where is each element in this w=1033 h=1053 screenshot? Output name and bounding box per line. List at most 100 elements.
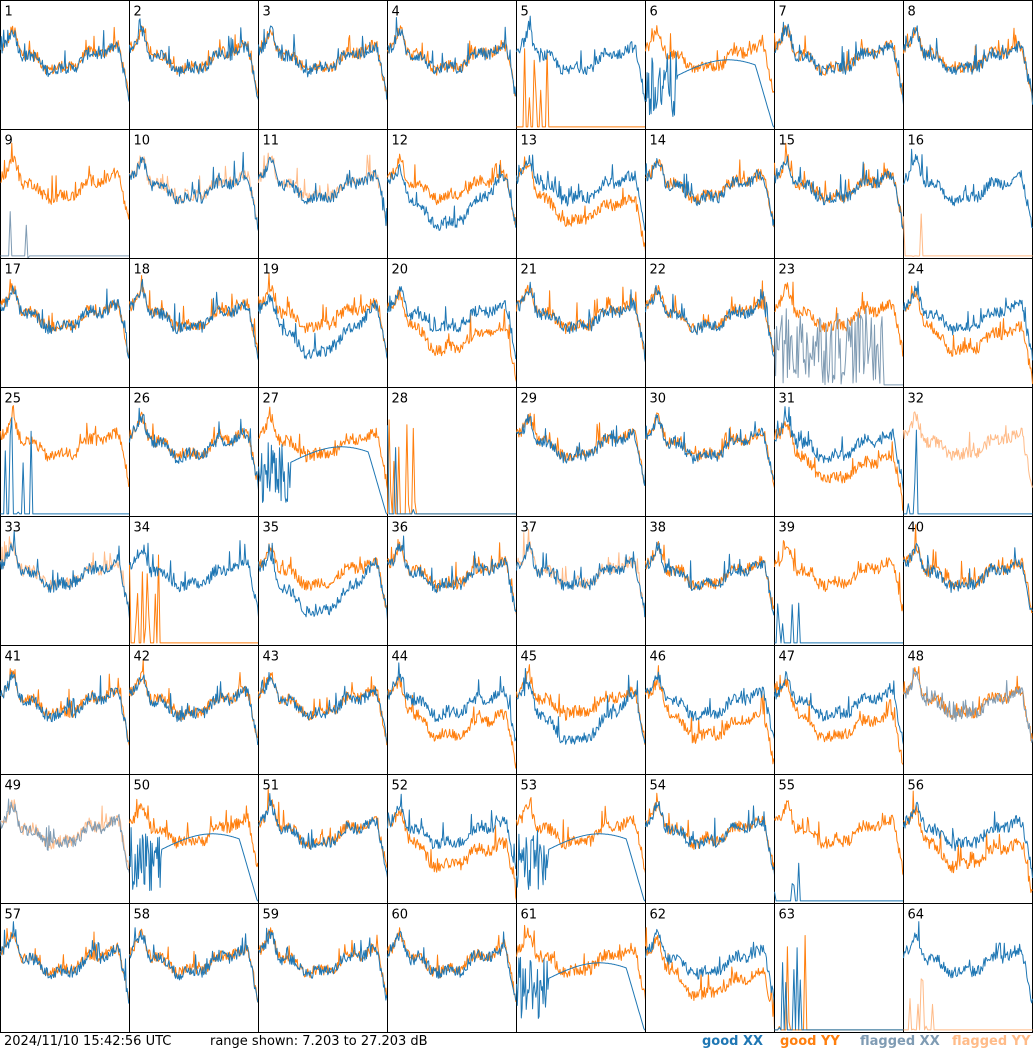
panel-46: 46 <box>645 645 775 775</box>
panel-number: 15 <box>779 134 796 149</box>
range-label: range shown: 7.203 to 27.203 dB <box>210 1034 428 1049</box>
panel-35: 35 <box>258 516 388 646</box>
series-xx-36 <box>387 535 517 612</box>
panel-number: 40 <box>908 521 925 536</box>
series-xx-64 <box>903 921 1033 1004</box>
panel-number: 1 <box>5 5 13 20</box>
panel-frame <box>129 903 259 1033</box>
panel-number: 3 <box>263 5 271 20</box>
series-xx-57 <box>0 921 130 1004</box>
panel-frame <box>387 774 517 904</box>
panel-number: 63 <box>779 908 796 923</box>
series-yy-9 <box>0 142 130 220</box>
panel-number: 41 <box>5 650 22 665</box>
panel-62: 62 <box>645 903 775 1033</box>
panel-5: 5 <box>516 0 646 130</box>
panel-2: 2 <box>129 0 259 130</box>
series-xx-32 <box>903 429 1033 515</box>
panel-number: 55 <box>779 779 796 794</box>
series-yy-43 <box>258 672 388 746</box>
series-yy-52 <box>387 809 517 901</box>
series-xx-28 <box>387 425 517 515</box>
panel-15: 15 <box>774 129 904 259</box>
panel-60: 60 <box>387 903 517 1033</box>
panel-40: 40 <box>903 516 1033 646</box>
series-xx-42 <box>129 674 259 746</box>
panel-8: 8 <box>903 0 1033 130</box>
panel-frame <box>903 774 1033 904</box>
panel-19: 19 <box>258 258 388 388</box>
panel-58: 58 <box>129 903 259 1033</box>
panel-number: 12 <box>392 134 409 149</box>
panel-36: 36 <box>387 516 517 646</box>
panel-23: 23 <box>774 258 904 388</box>
panel-52: 52 <box>387 774 517 904</box>
panel-frame <box>387 516 517 646</box>
panel-number: 43 <box>263 650 280 665</box>
series-yy-44 <box>387 676 517 769</box>
series-xx-11 <box>258 156 388 230</box>
series-xx-54 <box>645 801 775 875</box>
series-xx-12 <box>387 164 517 231</box>
panel-number: 49 <box>5 779 22 794</box>
panel-17: 17 <box>0 258 130 388</box>
series-xx-21 <box>516 281 646 363</box>
panel-frame <box>258 258 388 388</box>
series-xx-7 <box>774 21 904 105</box>
series-xx-17 <box>0 285 130 359</box>
panel-9: 9 <box>0 129 130 259</box>
series-yy-32 <box>903 411 1033 488</box>
series-yy-60 <box>387 927 517 1003</box>
panel-number: 14 <box>650 134 667 149</box>
panel-number: 46 <box>650 650 667 665</box>
panel-25: 25 <box>0 387 130 517</box>
panel-number: 57 <box>5 908 22 923</box>
panel-26: 26 <box>129 387 259 517</box>
series-xx-53 <box>516 830 646 902</box>
panel-number: 61 <box>521 908 538 923</box>
series-yy-62 <box>645 927 775 1030</box>
panel-39: 39 <box>774 516 904 646</box>
series-xx-46 <box>645 671 775 740</box>
panel-frame <box>0 387 130 517</box>
series-xx-56 <box>903 801 1033 879</box>
panel-64: 64 <box>903 903 1033 1033</box>
series-yy-47 <box>774 674 904 766</box>
panel-27: 27 <box>258 387 388 517</box>
legend-flagged-yy-label: flagged YY <box>952 1034 1031 1049</box>
panel-43: 43 <box>258 645 388 775</box>
panel-number: 48 <box>908 650 925 665</box>
panel-number: 29 <box>521 392 538 407</box>
series-yy-23 <box>774 281 904 357</box>
panel-number: 13 <box>521 134 538 149</box>
panel-number: 52 <box>392 779 409 794</box>
series-xx-63 <box>774 947 904 1031</box>
panel-number: 26 <box>134 392 151 407</box>
series-yy-25 <box>0 405 130 487</box>
legend-good-yy: good YY <box>780 1033 840 1051</box>
series-xx-39 <box>774 602 904 644</box>
series-xx-6 <box>645 51 775 128</box>
series-yy-56 <box>903 790 1033 893</box>
series-xx-33 <box>0 530 130 619</box>
panel-55: 55 <box>774 774 904 904</box>
timestamp-label: 2024/11/10 15:42:56 UTC <box>4 1034 172 1049</box>
panel-50: 50 <box>129 774 259 904</box>
panel-number: 7 <box>779 5 787 20</box>
panel-number: 39 <box>779 521 796 536</box>
panel-number: 24 <box>908 263 925 278</box>
panel-number: 23 <box>779 263 796 278</box>
panel-49: 49 <box>0 774 130 904</box>
series-xx-40 <box>903 543 1033 612</box>
series-xx-44 <box>387 662 517 742</box>
panel-number: 54 <box>650 779 667 794</box>
series-xx-1 <box>0 29 130 103</box>
panel-53: 53 <box>516 774 646 904</box>
series-xx-25 <box>0 417 130 515</box>
panel-number: 25 <box>5 392 22 407</box>
panel-54: 54 <box>645 774 775 904</box>
series-xx-15 <box>774 155 904 229</box>
series-xx-34 <box>129 540 259 618</box>
panel-22: 22 <box>645 258 775 388</box>
